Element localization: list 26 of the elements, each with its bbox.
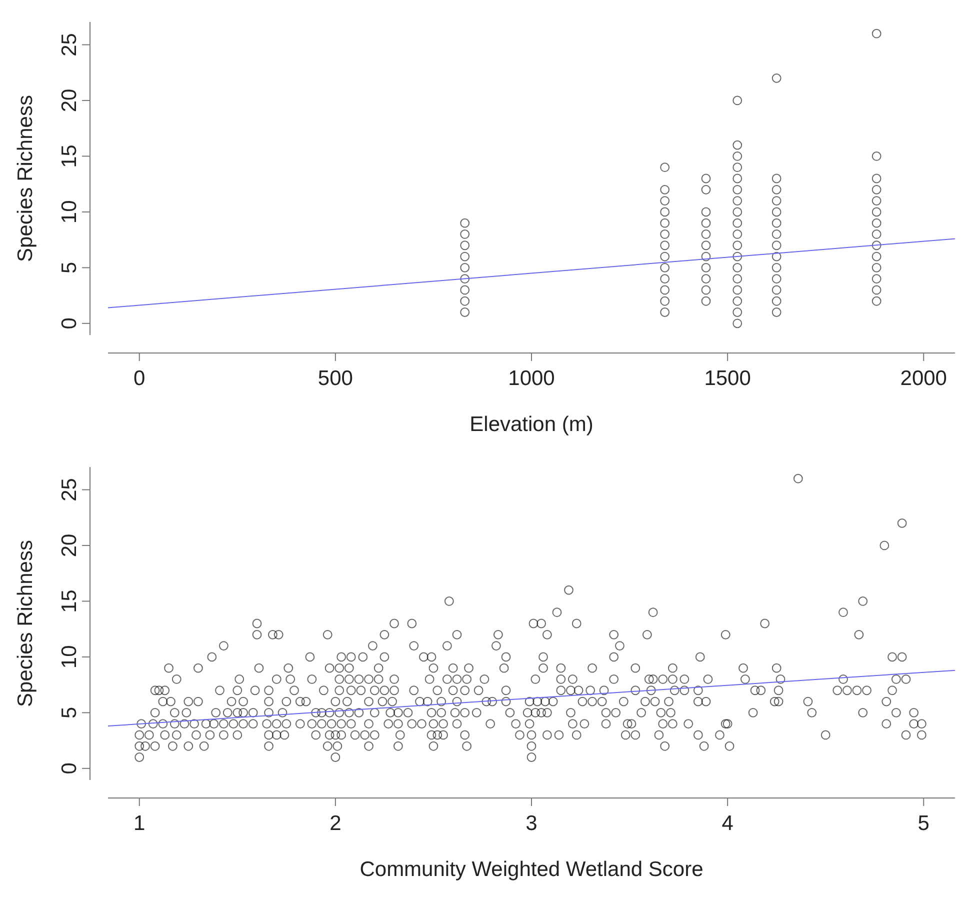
x-tick-label: 2000	[900, 367, 947, 390]
y-tick-label: 15	[58, 144, 81, 168]
y-tick-label: 5	[58, 262, 81, 274]
y-axis-title: Species Richness	[14, 540, 37, 707]
x-tick-label: 0	[134, 367, 146, 390]
x-tick-label: 2	[330, 812, 342, 835]
y-tick-label: 10	[58, 200, 81, 224]
x-tick-label: 1	[134, 812, 146, 835]
y-tick-label: 20	[58, 534, 81, 558]
y-tick-label: 15	[58, 590, 81, 613]
x-tick-label: 500	[318, 367, 353, 390]
y-tick-label: 25	[58, 478, 81, 502]
x-tick-label: 1000	[508, 367, 555, 390]
y-tick-label: 0	[58, 318, 81, 330]
x-tick-label: 4	[722, 812, 734, 835]
x-axis-title: Elevation (m)	[470, 413, 594, 436]
x-tick-label: 5	[918, 812, 930, 835]
y-tick-label: 0	[58, 762, 81, 774]
x-tick-label: 1500	[704, 367, 751, 390]
y-tick-label: 20	[58, 88, 81, 112]
x-axis-title: Community Weighted Wetland Score	[360, 858, 704, 881]
y-tick-label: 10	[58, 645, 81, 669]
y-axis-title: Species Richness	[14, 95, 37, 262]
x-tick-label: 3	[526, 812, 538, 835]
y-tick-label: 5	[58, 706, 81, 719]
y-tick-label: 25	[58, 33, 81, 56]
